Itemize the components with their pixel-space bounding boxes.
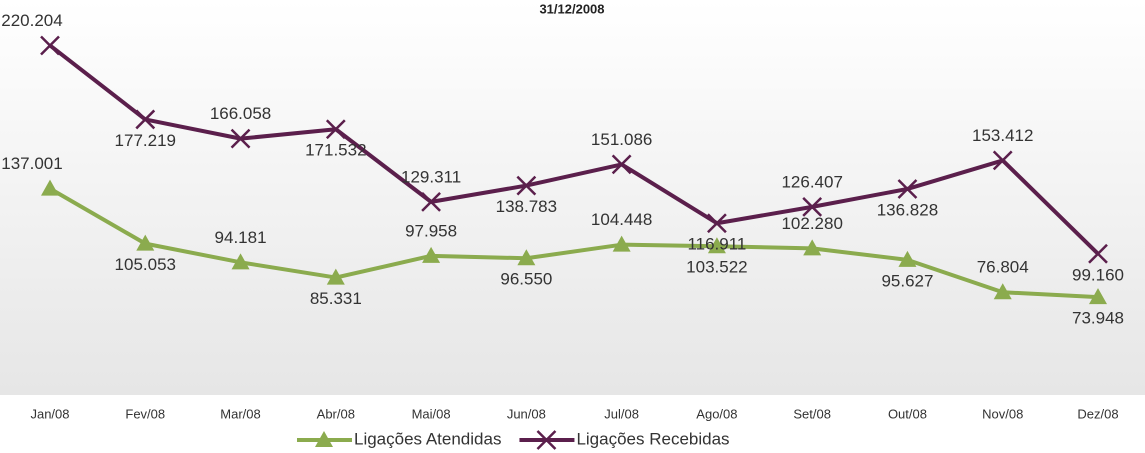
data-label: 103.522 xyxy=(686,258,747,277)
data-label: 138.783 xyxy=(496,197,557,216)
marker xyxy=(516,175,537,196)
data-label: 95.627 xyxy=(881,271,933,290)
data-label: 97.958 xyxy=(405,221,457,240)
x-tick-label: Ago/08 xyxy=(696,406,737,421)
marker xyxy=(326,268,345,285)
data-label: 94.181 xyxy=(215,228,267,247)
x-tick-label: Abr/08 xyxy=(317,406,355,421)
data-label: 99.160 xyxy=(1072,265,1124,284)
series-line xyxy=(48,43,1100,256)
data-label: 151.086 xyxy=(591,130,652,149)
legend-label: Ligações Atendidas xyxy=(354,429,501,448)
x-tick-label: Mar/08 xyxy=(220,406,260,421)
data-label: 166.058 xyxy=(210,104,271,123)
x-tick-label: Fev/08 xyxy=(125,406,165,421)
data-label: 73.948 xyxy=(1072,309,1124,328)
marker xyxy=(611,154,632,175)
data-label: 116.911 xyxy=(687,235,746,254)
marker xyxy=(325,119,346,140)
marker xyxy=(612,235,631,252)
chart-title: 31/12/2008 xyxy=(539,1,604,16)
data-label: 153.412 xyxy=(972,126,1033,145)
data-label: 137.001 xyxy=(1,154,62,173)
x-tick-label: Jun/08 xyxy=(507,406,546,421)
x-tick-label: Out/08 xyxy=(888,406,927,421)
x-tick-label: Dez/08 xyxy=(1077,406,1118,421)
data-label: 102.280 xyxy=(781,214,842,233)
plot-area xyxy=(0,0,1145,395)
marker xyxy=(136,234,155,251)
marker xyxy=(41,179,59,196)
marker xyxy=(898,250,917,267)
marker xyxy=(40,35,60,56)
legend-label: Ligações Recebidas xyxy=(576,429,729,448)
x-tick-label: Jan/08 xyxy=(30,406,69,421)
data-label: 126.407 xyxy=(781,172,842,191)
marker xyxy=(1089,288,1107,305)
marker xyxy=(421,191,441,212)
data-label: 96.550 xyxy=(500,270,552,289)
data-label: 177.219 xyxy=(115,131,176,150)
marker xyxy=(707,213,727,234)
marker xyxy=(707,237,726,254)
marker xyxy=(897,179,918,199)
series-line xyxy=(49,186,1099,300)
marker xyxy=(1088,243,1108,264)
marker xyxy=(993,283,1012,300)
data-label: 104.448 xyxy=(591,210,652,229)
data-label: 105.053 xyxy=(115,255,176,274)
marker xyxy=(231,253,250,270)
x-tick-label: Mai/08 xyxy=(412,406,451,421)
marker xyxy=(230,128,251,149)
marker xyxy=(315,431,333,447)
marker xyxy=(802,196,823,217)
data-label: 76.804 xyxy=(977,258,1029,277)
marker xyxy=(517,249,536,266)
marker xyxy=(992,150,1013,171)
data-label: 129.311 xyxy=(401,167,461,186)
x-tick-label: Set/08 xyxy=(793,406,831,421)
marker xyxy=(536,430,557,450)
marker xyxy=(803,239,822,256)
data-label: 220.204 xyxy=(1,11,62,30)
data-label: 85.331 xyxy=(310,289,362,308)
marker xyxy=(422,246,441,263)
x-tick-label: Nov/08 xyxy=(982,406,1023,421)
data-label: 136.828 xyxy=(877,200,938,219)
marker xyxy=(135,109,156,130)
x-tick-label: Jul/08 xyxy=(604,406,639,421)
data-label: 171.532 xyxy=(305,141,366,160)
